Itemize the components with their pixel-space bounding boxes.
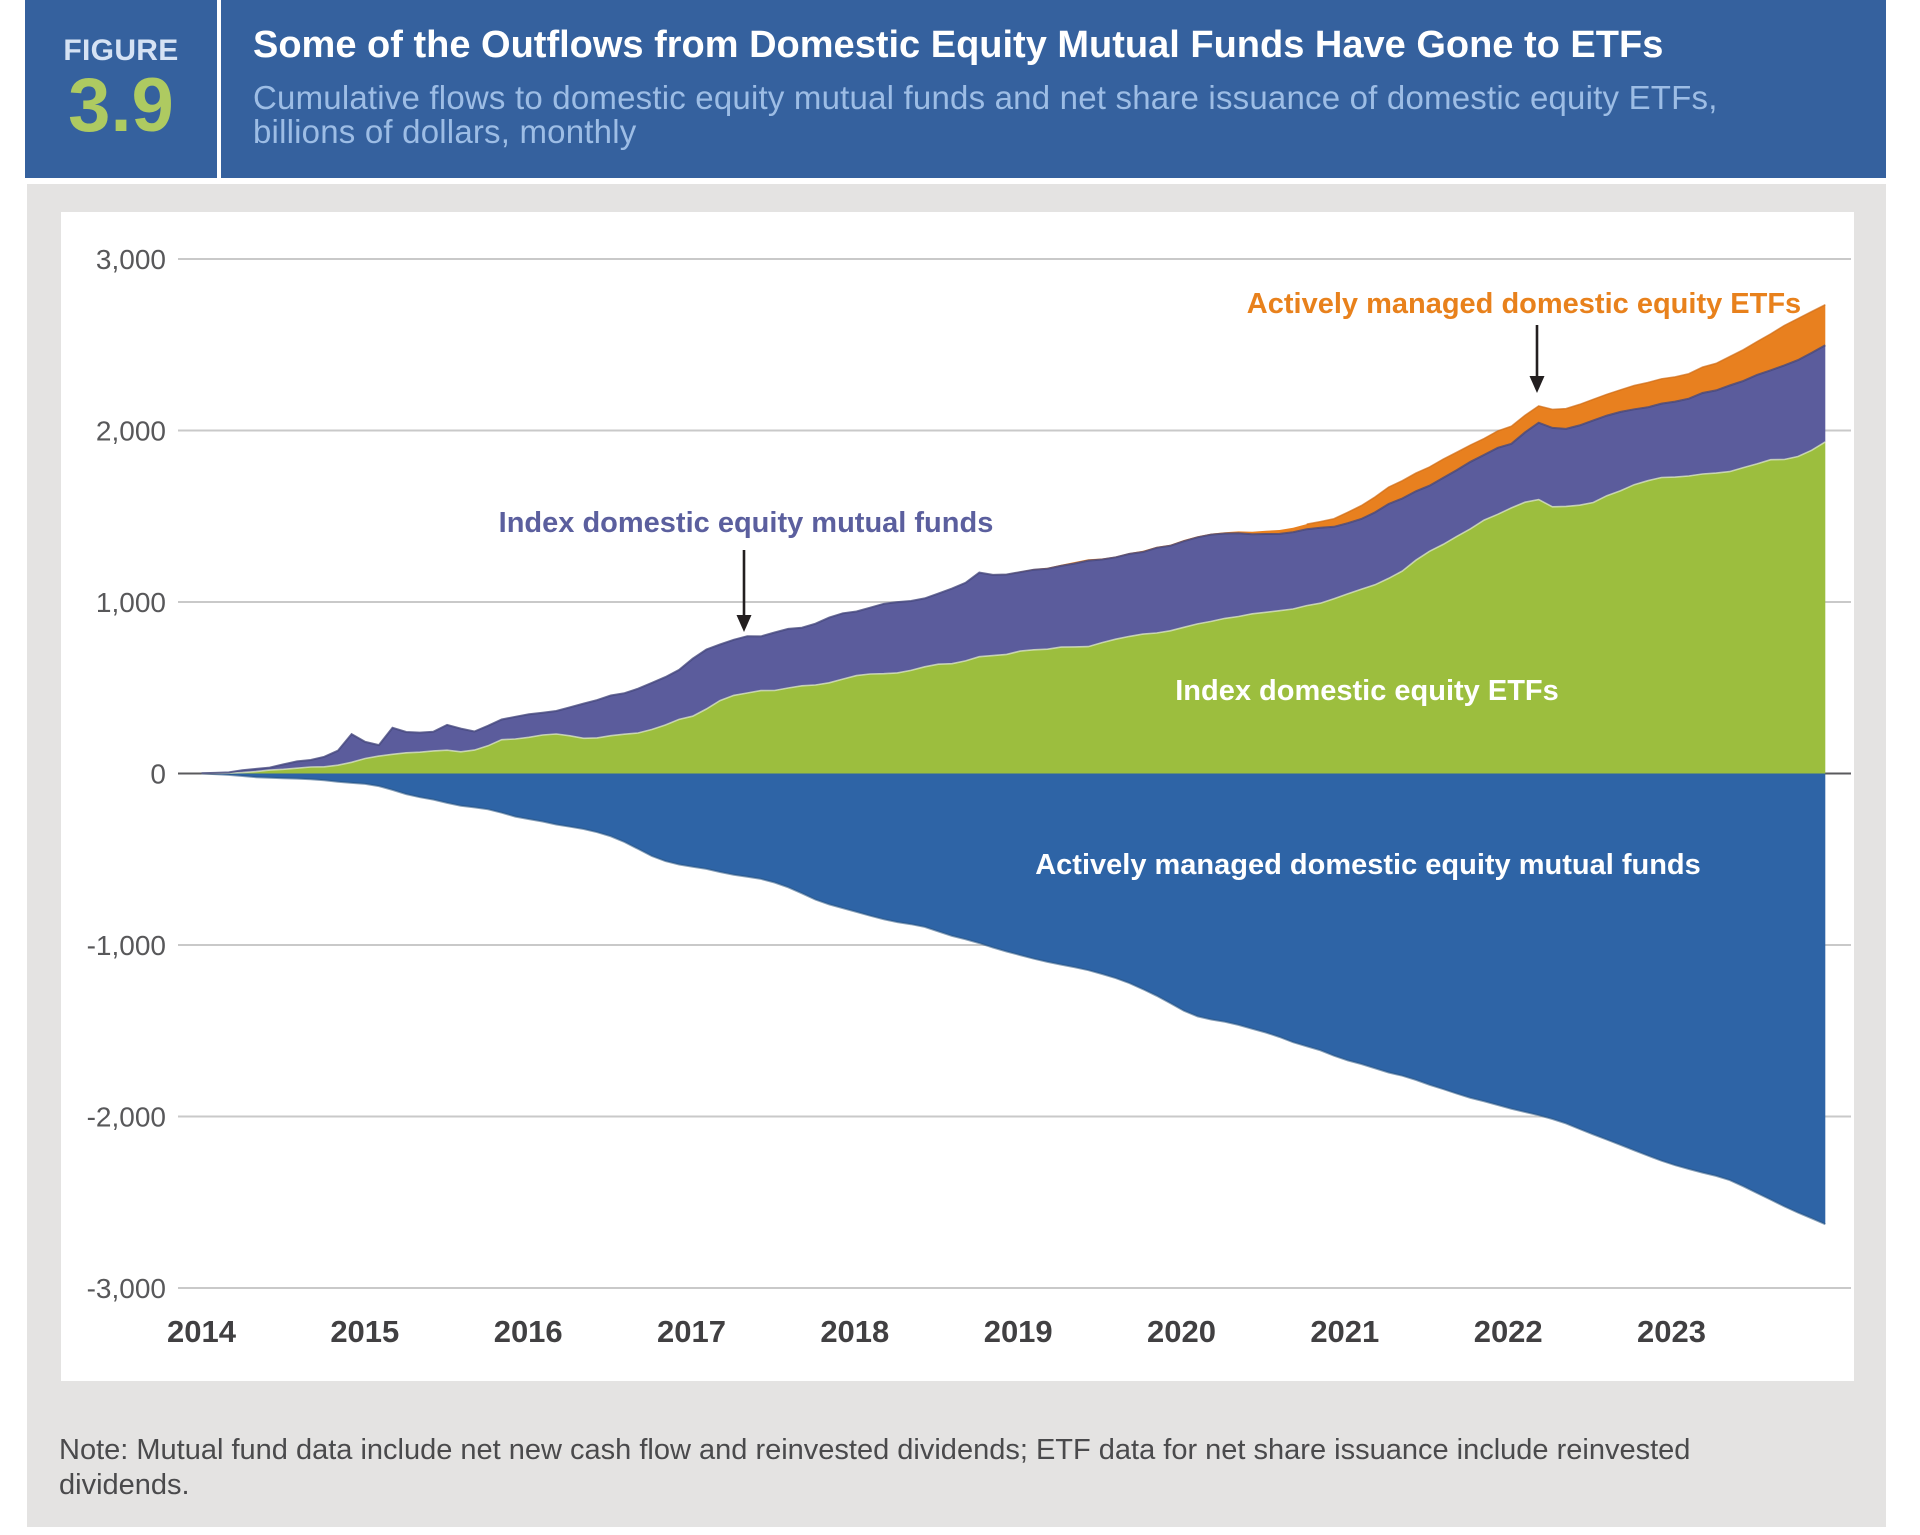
svg-text:2014: 2014	[167, 1314, 237, 1349]
svg-text:2017: 2017	[657, 1314, 726, 1349]
svg-text:-1,000: -1,000	[87, 930, 166, 961]
svg-text:0: 0	[150, 759, 166, 790]
svg-text:3,000: 3,000	[96, 244, 166, 275]
svg-text:Index domestic equity ETFs: Index domestic equity ETFs	[1175, 675, 1559, 707]
svg-text:2020: 2020	[1147, 1314, 1216, 1349]
svg-text:1,000: 1,000	[96, 587, 166, 618]
svg-text:2021: 2021	[1310, 1314, 1379, 1349]
svg-text:2023: 2023	[1637, 1314, 1706, 1349]
svg-text:2,000: 2,000	[96, 416, 166, 447]
svg-text:Actively managed domestic equi: Actively managed domestic equity mutual …	[1035, 849, 1701, 881]
svg-text:Index domestic equity mutual f: Index domestic equity mutual funds	[499, 507, 994, 539]
svg-text:-3,000: -3,000	[87, 1273, 166, 1304]
svg-text:-2,000: -2,000	[87, 1102, 166, 1133]
svg-text:2022: 2022	[1474, 1314, 1543, 1349]
svg-text:2015: 2015	[330, 1314, 399, 1349]
svg-text:2018: 2018	[820, 1314, 889, 1349]
svg-text:Actively managed domestic equi: Actively managed domestic equity ETFs	[1247, 288, 1801, 320]
svg-text:2016: 2016	[494, 1314, 563, 1349]
svg-text:2019: 2019	[984, 1314, 1053, 1349]
